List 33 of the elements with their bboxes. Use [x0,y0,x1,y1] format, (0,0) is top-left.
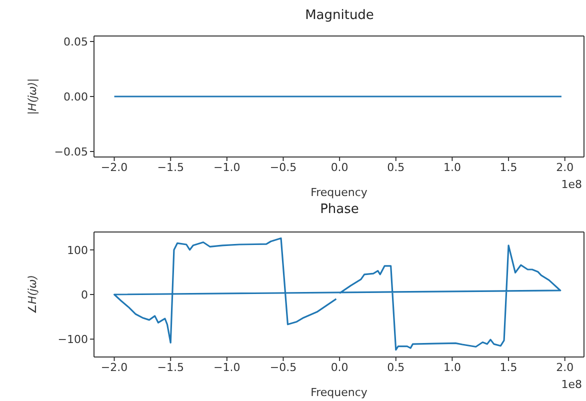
x-axis-title: Frequency [310,186,368,199]
y-tick-label: −100 [58,333,88,346]
text: 1e8 [561,178,582,191]
x-tick-label: −1.5 [157,160,184,174]
chart-title: Magnitude [304,8,375,23]
y-tick-label: 0.05 [64,35,88,48]
x-tick-label: −1.0 [214,360,240,374]
x-tick-label: 0.0 [330,360,348,374]
x-tick-label: −2.0 [100,360,128,374]
x-tick-label: 2.0 [556,360,574,374]
x-tick-label: 1.5 [500,360,518,374]
x-tick-label: 0.0 [330,160,348,174]
y-tick-label: 100 [67,244,88,257]
line-series [113,237,562,351]
text: 1e8 [561,378,582,391]
x-tick-label: 0.5 [387,160,405,174]
x-tick-label: −1.5 [157,360,184,374]
x-tick-label: 1.5 [500,160,518,174]
y-tick-label: 0.00 [64,90,88,104]
y-tick-label: −0.05 [54,145,88,158]
y-axis-title: |H(jω)| [26,78,39,115]
chart-title: Phase [319,202,360,217]
x-tick-label: 2.0 [556,160,574,174]
x-tick-label: 0.5 [387,360,405,374]
x-tick-label: −0.5 [270,160,297,174]
x-axis-title: Frequency [310,386,368,399]
y-tick-label: 0 [81,288,88,302]
y-axis-title: ∠H(jω) [26,275,39,314]
x-tick-label: −2.0 [100,160,128,174]
x-tick-label: −1.0 [214,160,240,174]
x-tick-label: 1.0 [443,360,461,374]
x-tick-label: 1.0 [443,160,461,174]
x-tick-label: −0.5 [270,360,297,374]
